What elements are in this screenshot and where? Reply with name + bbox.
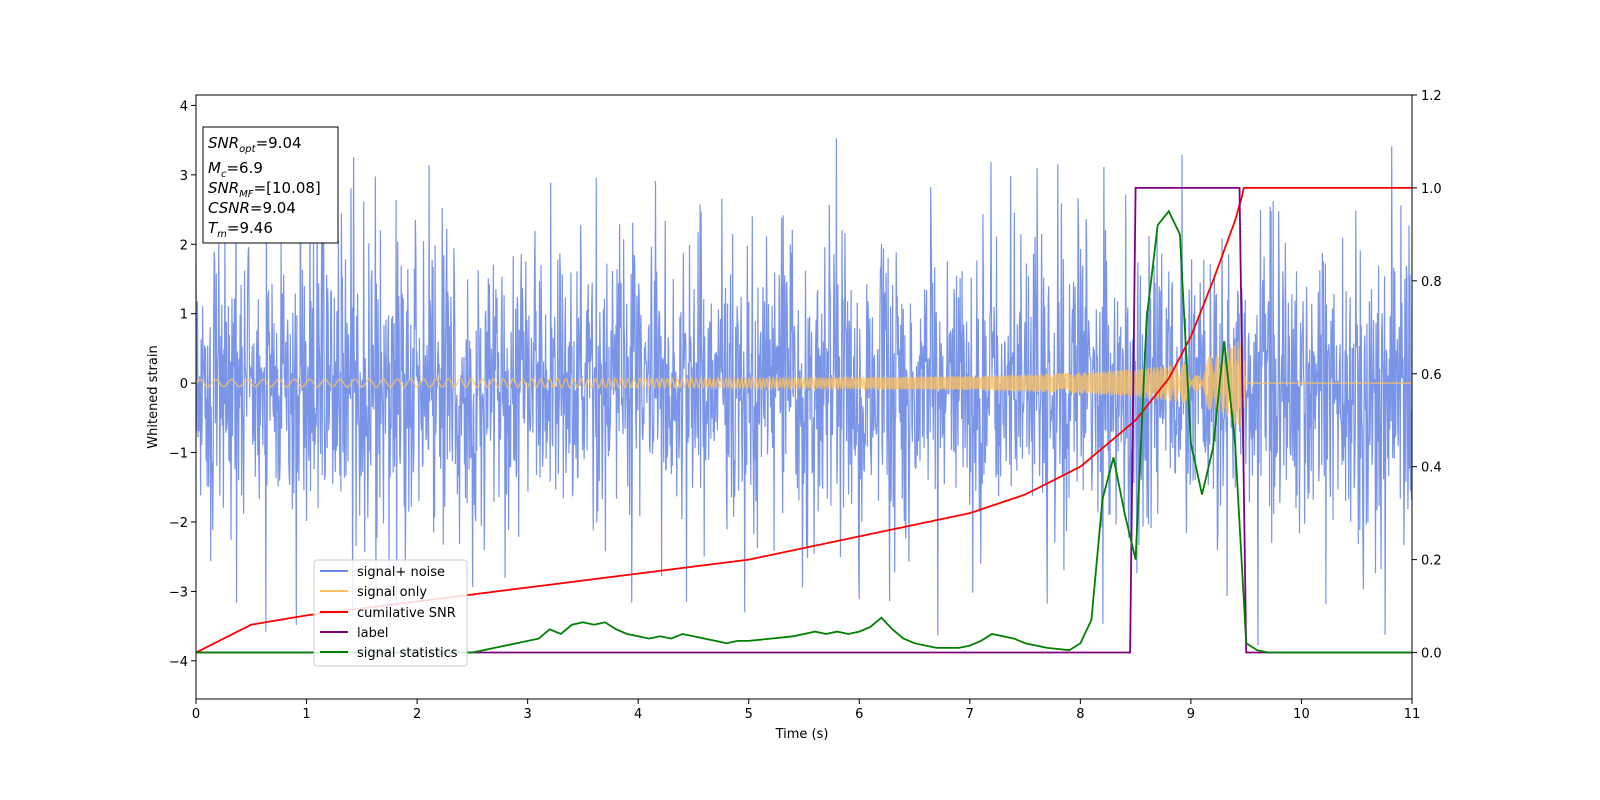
x-tick-label: 0: [192, 707, 200, 722]
legend-label-signal-statistics: signal statistics: [357, 646, 458, 661]
x-tick-label: 8: [1076, 707, 1084, 722]
y-tick-label: −3: [169, 585, 188, 600]
y-axis-label: Whitened strain: [146, 345, 161, 448]
info-snr-mf: SNRMF=[10.08]: [208, 179, 321, 200]
series-signal-only: [196, 339, 1412, 428]
y2-tick-label: 1.2: [1421, 89, 1442, 104]
y-tick-label: 1: [180, 308, 188, 323]
y-tick-label: 2: [180, 238, 188, 253]
x-tick-label: 2: [413, 707, 421, 722]
y2-tick-label: 0.2: [1421, 554, 1442, 569]
info-tm: Tm=9.46: [208, 219, 273, 240]
y-axis-left: 4 3 2 1 0 −1 −2 −3 −4: [169, 99, 196, 670]
plot-frame: [195, 94, 1413, 700]
x-tick-label: 3: [523, 707, 531, 722]
legend-label-label: label: [357, 626, 388, 641]
signal-statistics-line: [196, 209, 1412, 654]
x-tick-label: 9: [1187, 707, 1195, 722]
y2-tick-label: 0.8: [1421, 275, 1442, 290]
x-tick-label: 5: [745, 707, 753, 722]
y-tick-label: 3: [180, 169, 188, 184]
x-tick-label: 11: [1404, 707, 1421, 722]
x-axis: 0 1 2 3 4 5 6 7 8 9 10 11: [192, 699, 1420, 722]
y2-tick-label: 0.6: [1421, 368, 1442, 383]
y2-tick-label: 0.0: [1421, 647, 1442, 662]
y2-tick-label: 1.0: [1421, 182, 1442, 197]
info-mc: Mc=6.9: [208, 159, 263, 180]
x-tick-label: 6: [855, 707, 863, 722]
legend-label-cumulative-snr: cumilative SNR: [357, 606, 456, 621]
x-tick-label: 4: [634, 707, 642, 722]
y-tick-label: −4: [169, 655, 188, 670]
x-axis-label: Time (s): [775, 727, 829, 742]
y-tick-label: −2: [169, 516, 188, 531]
legend-label-signal-noise: signal+ noise: [357, 565, 445, 580]
legend: signal+ noise signal only cumilative SNR…: [313, 559, 468, 667]
y-tick-label: 0: [180, 377, 188, 392]
info-box: SNRopt=9.04 Mc=6.9 SNRMF=[10.08] CSNR=9.…: [202, 126, 339, 244]
x-tick-label: 1: [302, 707, 310, 722]
y-tick-label: −1: [169, 447, 188, 462]
x-tick-label: 7: [966, 707, 974, 722]
y-tick-label: 4: [180, 99, 188, 114]
y-axis-right: 1.2 1.0 0.8 0.6 0.4 0.2 0.0: [1412, 89, 1442, 662]
y2-tick-label: 0.4: [1421, 461, 1442, 476]
signal-only-line: [196, 339, 1412, 428]
legend-label-signal-only: signal only: [357, 585, 427, 600]
x-tick-label: 10: [1293, 707, 1310, 722]
info-csnr: CSNR=9.04: [208, 199, 296, 217]
info-snr-opt: SNRopt=9.04: [208, 134, 302, 155]
